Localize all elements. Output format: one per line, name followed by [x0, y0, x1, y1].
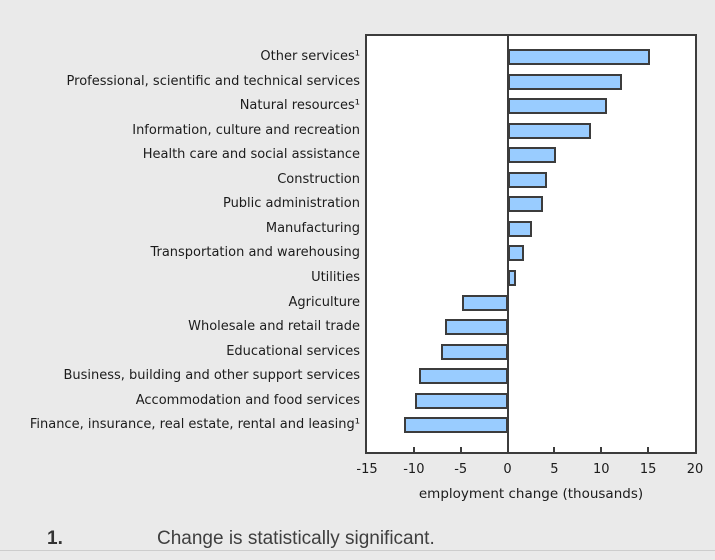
- x-tick-label: 15: [639, 462, 657, 477]
- bottom-divider: [0, 550, 715, 551]
- bar: [507, 171, 547, 188]
- category-label: Public administration: [222, 196, 360, 212]
- plot-inner: [367, 36, 695, 452]
- x-tick-label: -15: [356, 462, 378, 477]
- category-label: Health care and social assistance: [142, 147, 360, 163]
- category-label: Utilities: [311, 269, 360, 285]
- bar: [419, 368, 508, 385]
- bar: [414, 392, 508, 409]
- zero-axis-line: [506, 36, 509, 452]
- bar: [461, 294, 508, 311]
- category-label: Finance, insurance, real estate, rental …: [29, 417, 360, 433]
- x-tick-label: 20: [686, 462, 704, 477]
- bar: [507, 73, 622, 90]
- bar: [507, 220, 532, 237]
- x-axis-tick: [459, 447, 462, 452]
- category-label: Accommodation and food services: [135, 392, 360, 408]
- category-label: Business, building and other support ser…: [63, 368, 360, 384]
- bar: [507, 269, 516, 286]
- category-label: Manufacturing: [265, 220, 360, 236]
- category-label: Transportation and warehousing: [150, 245, 360, 261]
- x-tick-label: -5: [454, 462, 468, 477]
- bar: [507, 245, 525, 262]
- category-label: Educational services: [226, 343, 360, 359]
- x-axis-title: employment change (thousands): [418, 486, 644, 502]
- x-axis-tick: [553, 447, 556, 452]
- x-tick-label: 10: [593, 462, 610, 477]
- x-axis-tick: [600, 447, 603, 452]
- bar: [403, 417, 508, 434]
- bar: [444, 319, 508, 336]
- bar: [507, 196, 544, 213]
- plot-area: [365, 34, 697, 454]
- bar: [507, 122, 591, 139]
- category-label: Information, culture and recreation: [132, 122, 360, 138]
- x-axis-tick: [647, 447, 650, 452]
- bar: [507, 98, 607, 115]
- bar: [441, 343, 508, 360]
- footnote-text: Change is statistically significant.: [157, 528, 435, 549]
- category-label: Other services¹: [260, 49, 360, 64]
- category-label: Wholesale and retail trade: [188, 319, 360, 335]
- x-tick-label: 5: [550, 462, 559, 477]
- category-label: Professional, scientific and technical s…: [66, 73, 360, 89]
- category-label: Agriculture: [288, 294, 361, 310]
- category-label: Construction: [277, 171, 360, 187]
- x-tick-label: -10: [403, 462, 425, 477]
- x-tick-label: 0: [503, 462, 512, 477]
- bar: [507, 49, 650, 65]
- category-label: Natural resources¹: [239, 98, 360, 114]
- x-axis-tick: [412, 447, 415, 452]
- footnote-marker: 1.: [47, 528, 63, 549]
- bar: [507, 147, 557, 164]
